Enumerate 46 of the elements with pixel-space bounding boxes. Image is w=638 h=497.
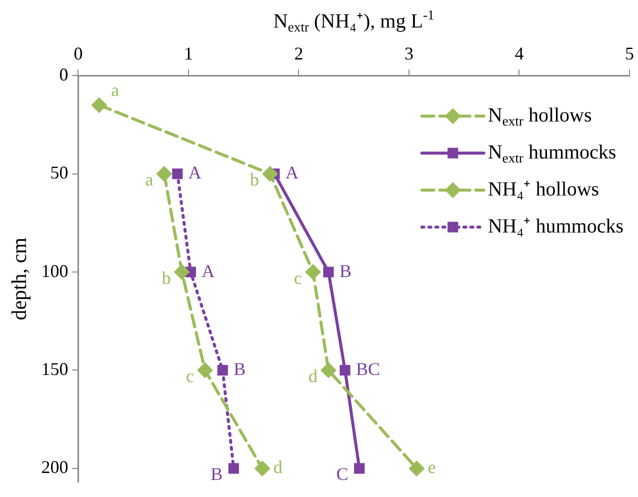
data-label: c (294, 268, 302, 288)
y-tick-label: 0 (59, 64, 68, 84)
point (262, 166, 278, 182)
point (323, 266, 334, 278)
y-tick-label: 150 (41, 358, 68, 379)
y-tick-label: 200 (41, 457, 68, 478)
x-tick-label: 2 (294, 44, 304, 64)
data-label: a (145, 170, 154, 190)
legend-label: NH₄⁺ hummocks (488, 215, 624, 238)
data-label: b (162, 268, 171, 288)
point (305, 264, 322, 280)
x-tick-label: 1 (184, 44, 193, 64)
x-tick-label: 3 (404, 44, 414, 64)
data-label: b (250, 170, 260, 190)
y-tick-label: 100 (41, 260, 68, 281)
point (340, 364, 350, 376)
x-tick-label: 0 (74, 44, 83, 64)
point (217, 364, 228, 376)
point (156, 166, 172, 182)
data-label: C (336, 464, 348, 484)
data-label: B (210, 464, 223, 484)
data-label: A (188, 162, 202, 183)
x-tick-label: 5 (625, 44, 634, 64)
y-axis-title: depth, cm (7, 237, 32, 320)
x-tick-label: 4 (514, 44, 524, 64)
data-label: c (186, 366, 194, 386)
data-label: A (202, 260, 215, 281)
data-label: B (339, 260, 352, 281)
point (197, 362, 213, 378)
data-label: A (285, 162, 298, 183)
data-label: B (234, 358, 246, 379)
point (172, 168, 183, 180)
data-label: d (308, 366, 318, 386)
point (354, 463, 365, 474)
legend-label: NH₄⁺ hollows (488, 178, 600, 200)
data-label: BC (356, 358, 380, 379)
point (91, 97, 108, 114)
data-label: d (273, 457, 282, 478)
data-label: a (111, 80, 120, 100)
point (228, 463, 239, 474)
point (320, 362, 336, 378)
y-tick-label: 50 (50, 162, 68, 183)
data-label: e (428, 457, 436, 478)
point (408, 460, 425, 476)
point (174, 264, 190, 280)
point (254, 460, 270, 476)
